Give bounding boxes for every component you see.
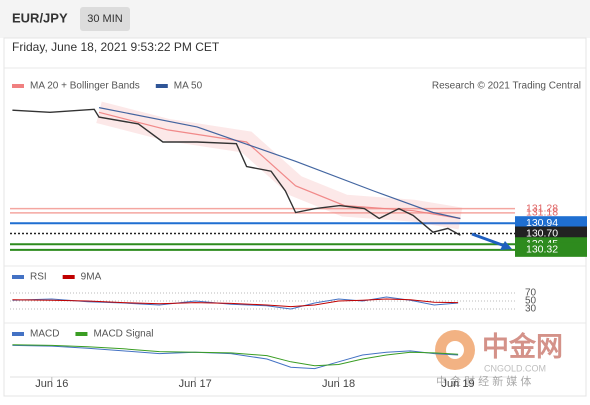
level-label: 130.94 [526, 217, 558, 229]
price-line [12, 108, 461, 236]
watermark-logo [446, 341, 464, 359]
symbol: EUR/JPY [12, 10, 68, 25]
ma-line [98, 111, 461, 220]
y-tick-label: 70 [525, 288, 537, 299]
source: Research © 2021 Trading Central [432, 81, 581, 92]
indicator-line [12, 344, 459, 367]
watermark: 中金网 CNGOLD.COM 中 金 财 经 新 媒 体 [435, 330, 563, 388]
watermark-tagline: 中 金 财 经 新 媒 体 [436, 374, 531, 388]
legend-swatch [62, 275, 75, 279]
y-tick-label: 30 [525, 304, 537, 315]
indicator-line [12, 296, 459, 310]
legend-swatch [155, 84, 168, 88]
ma-line [98, 107, 461, 220]
legend-label: MACD [30, 329, 59, 340]
level-label: 131.28 [526, 202, 558, 214]
legend-label: MA 50 [174, 81, 203, 92]
legend-swatch [75, 332, 88, 336]
indicator-line [12, 298, 459, 308]
level-label-box [515, 226, 587, 241]
x-tick-label: Jun 17 [179, 378, 212, 390]
level-label-box [515, 242, 587, 257]
x-tick-label: Jun 18 [322, 378, 355, 390]
x-tick-label: Jun 16 [35, 378, 68, 390]
forecast-arrow-head [500, 241, 512, 250]
watermark-name: 中金网 [482, 331, 563, 362]
forecast-arrow [471, 232, 506, 248]
level-label: 130.32 [526, 244, 558, 256]
interval-label[interactable]: 30 MIN [87, 13, 123, 25]
x-tick-label: Jun 19 [442, 378, 475, 390]
indicator-line [12, 344, 459, 370]
legend-swatch [12, 332, 24, 336]
y-tick-label: 50 [525, 296, 537, 307]
level-label: 130.70 [526, 227, 558, 239]
legend-swatch [12, 275, 24, 279]
legend-label: MACD Signal [93, 329, 153, 340]
timestamp: Friday, June 18, 2021 9:53:22 PM CET [12, 40, 220, 54]
interval-button[interactable] [80, 7, 130, 31]
legend-swatch [12, 84, 24, 88]
legend-label: RSI [30, 272, 47, 283]
legend-label: MA 20 + Bollinger Bands [30, 81, 140, 92]
legend-label: 9MA [81, 272, 102, 283]
watermark-site: CNGOLD.COM [484, 363, 546, 373]
level-label: 131.18 [526, 207, 558, 219]
